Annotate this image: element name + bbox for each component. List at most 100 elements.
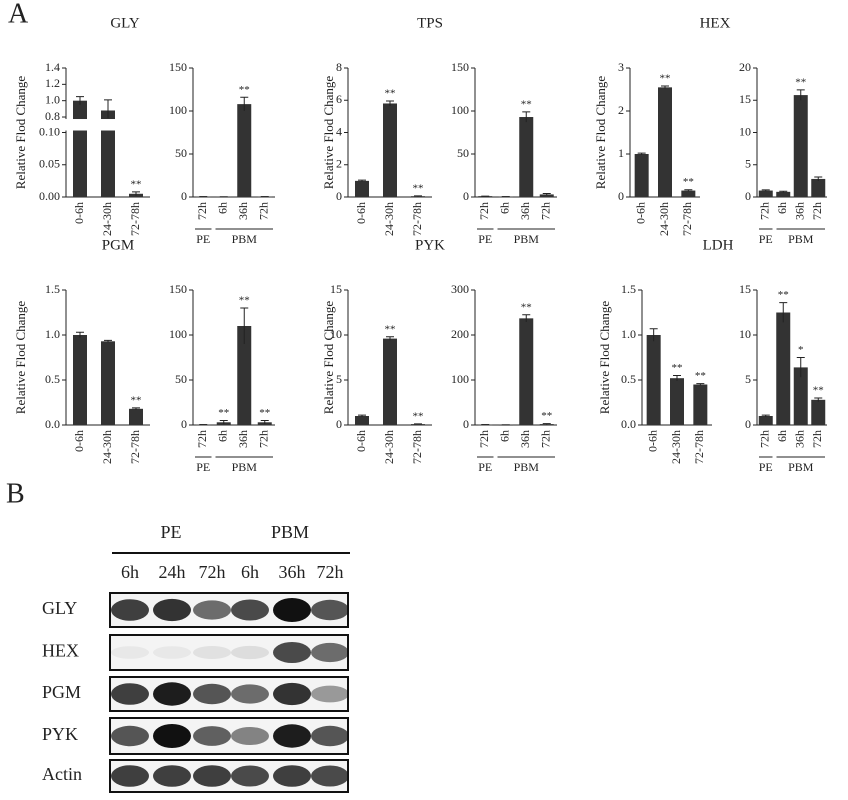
band <box>193 726 231 746</box>
error-bar <box>358 179 366 182</box>
bar <box>411 424 425 425</box>
y-tick-label: 0.5 <box>45 372 60 386</box>
x-tick-label: 72h <box>539 202 553 220</box>
band <box>193 600 231 620</box>
x-tick-label: 0-6h <box>72 202 86 224</box>
band <box>193 646 231 659</box>
band <box>311 599 349 621</box>
x-tick-label: 0-6h <box>354 202 368 224</box>
blot-row-label: HEX <box>42 641 79 661</box>
bar <box>670 378 684 425</box>
band <box>311 642 349 663</box>
significance: * <box>798 344 804 356</box>
blot-group-label: PE <box>160 522 181 542</box>
error-bar <box>240 96 249 111</box>
y-tick-label: 0 <box>463 189 469 203</box>
bar <box>101 110 115 197</box>
band <box>231 599 269 621</box>
x-tick-label: 6h <box>775 202 789 214</box>
y-tick-label: 0 <box>463 417 469 431</box>
bar <box>539 194 554 197</box>
error-bar <box>637 152 646 155</box>
x-tick-label: 72h <box>810 202 824 220</box>
blot-row-label: PGM <box>42 682 81 702</box>
bar <box>101 341 115 425</box>
y-tick-label: 50 <box>175 372 187 386</box>
error-bar <box>219 420 228 425</box>
error-bar <box>796 89 805 101</box>
x-tick-label: 72h <box>257 430 271 448</box>
error-bar <box>814 176 823 181</box>
error-bar <box>673 375 681 381</box>
y-tick-label: 100 <box>451 372 469 386</box>
chart-title: TPS <box>417 15 443 31</box>
group-label: PBM <box>232 232 258 246</box>
bar <box>634 154 649 197</box>
bar <box>793 367 808 425</box>
error-bar <box>522 314 531 322</box>
bar <box>793 95 808 197</box>
group-label: PBM <box>514 460 540 474</box>
y-tick-label: 1.5 <box>45 282 60 296</box>
y-tick-label: 3 <box>618 60 624 74</box>
y-tick-label: 0.8 <box>45 109 60 123</box>
y-tick-label: 100 <box>451 103 469 117</box>
y-tick-label: 1.5 <box>621 282 636 296</box>
y-tick-label: 0 <box>618 189 624 203</box>
x-tick-label: 72-78h <box>410 430 424 464</box>
error-bar <box>132 191 140 196</box>
band <box>153 724 191 748</box>
significance: ** <box>239 84 250 96</box>
band <box>311 685 349 703</box>
blot-row-label: GLY <box>42 598 77 618</box>
significance: ** <box>521 98 532 110</box>
error-bar <box>260 420 269 425</box>
x-tick-label: 72h <box>195 430 209 448</box>
error-bar <box>696 383 705 386</box>
x-tick-label: 24-30h <box>382 202 396 236</box>
band <box>111 683 149 705</box>
significance: ** <box>259 407 270 419</box>
x-tick-label: 6h <box>775 430 789 442</box>
y-tick-label: 0 <box>336 417 342 431</box>
significance: ** <box>672 362 683 374</box>
bar <box>693 384 708 425</box>
x-tick-label: 72-78h <box>692 430 706 464</box>
band <box>193 765 231 787</box>
group-label: PE <box>759 232 773 246</box>
blot-row-label: PYK <box>42 724 78 744</box>
bar <box>129 408 143 425</box>
x-tick-label: 6h <box>498 202 512 214</box>
error-bar <box>649 328 658 342</box>
x-tick-label: 72h <box>810 430 824 448</box>
x-tick-label: 36h <box>518 430 532 448</box>
bar <box>73 335 87 425</box>
y-tick-label: 15 <box>739 92 751 106</box>
y-tick-label: 5 <box>745 372 751 386</box>
y-tick-label: 0.5 <box>621 372 636 386</box>
significance: ** <box>778 289 789 301</box>
significance: ** <box>413 182 424 194</box>
band <box>153 765 191 787</box>
error-bar <box>542 423 551 425</box>
band <box>153 682 191 706</box>
bar <box>681 190 696 197</box>
error-bar <box>240 307 249 344</box>
error-bar <box>386 100 394 106</box>
bar <box>73 100 87 197</box>
bar <box>776 312 791 425</box>
y-tick-label: 1.0 <box>45 327 60 341</box>
band <box>111 646 149 659</box>
y-axis-label: Relative Flod Change <box>593 76 608 190</box>
lane-label: 36h <box>279 562 306 582</box>
y-tick-label: 0 <box>181 189 187 203</box>
y-tick-label: 0 <box>181 417 187 431</box>
x-tick-label: 36h <box>793 202 807 220</box>
band <box>311 725 349 747</box>
y-tick-label: 50 <box>175 146 187 160</box>
group-label: PE <box>196 460 210 474</box>
y-tick-label: 2 <box>618 103 624 117</box>
significance: ** <box>413 410 424 422</box>
bar <box>758 190 773 197</box>
error-bar <box>132 407 140 410</box>
